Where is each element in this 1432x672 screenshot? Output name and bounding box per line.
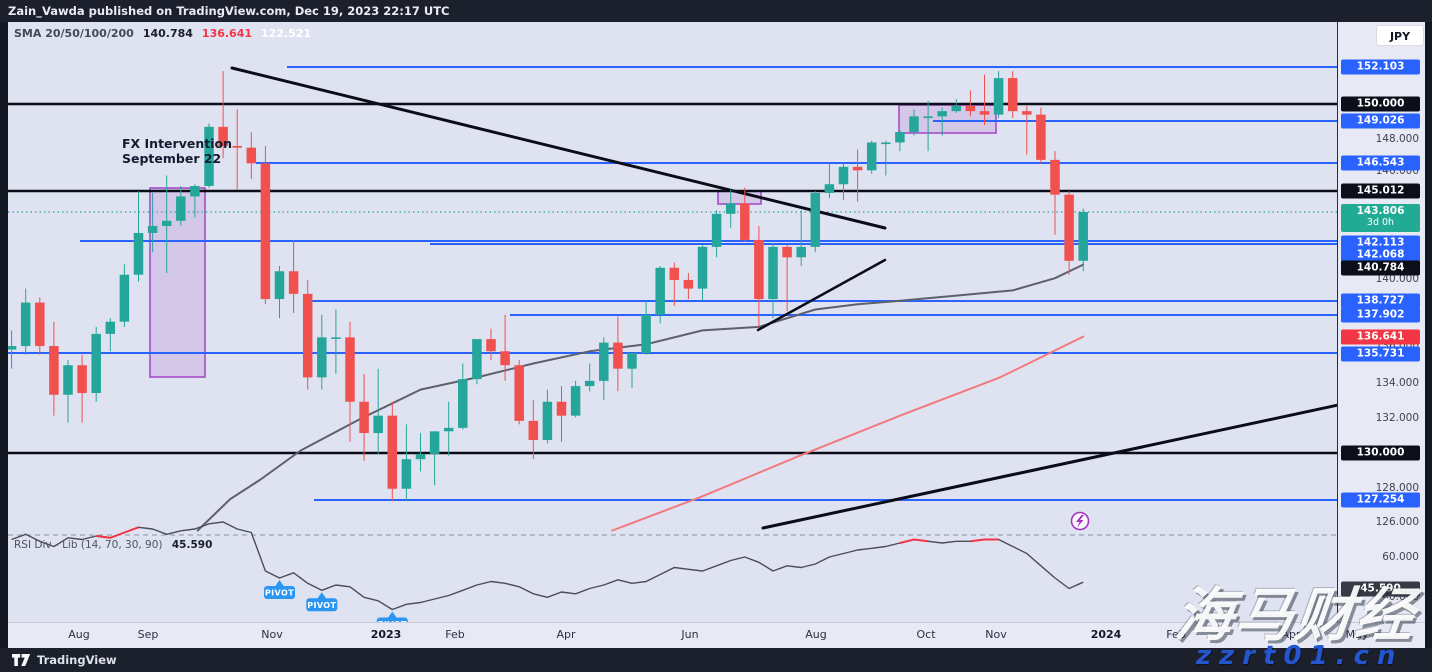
price-axis[interactable]: 148.000146.000140.000136.000134.000132.0… bbox=[1338, 22, 1425, 622]
annotation-line2: September 22 bbox=[122, 151, 222, 166]
price-label-badge: 150.000 bbox=[1341, 96, 1420, 112]
price-label-badge: 145.012 bbox=[1341, 183, 1420, 199]
price-label-badge: 142.068 bbox=[1341, 247, 1420, 263]
rsi-legend-value: 45.590 bbox=[171, 539, 213, 551]
sma-legend-value: 136.641 bbox=[201, 27, 253, 40]
price-tick: 132.000 bbox=[1375, 412, 1419, 424]
time-tick: Nov bbox=[985, 628, 1007, 641]
fx-intervention-annotation[interactable]: FX Intervention September 22 bbox=[122, 136, 232, 166]
publish-text: Zain_Vawda published on TradingView.com,… bbox=[8, 4, 450, 18]
tradingview-logo-text[interactable]: TradingView bbox=[37, 653, 117, 667]
price-label-badge: 140.784 bbox=[1341, 260, 1420, 276]
watermark-url: zzrt01.cn bbox=[1196, 641, 1404, 671]
price-label-badge: 146.543 bbox=[1341, 155, 1420, 171]
time-tick: 2023 bbox=[370, 628, 402, 641]
price-tick: 126.000 bbox=[1375, 516, 1419, 528]
time-tick: Nov bbox=[261, 628, 283, 641]
time-axis[interactable]: Aug Sep Nov 2023 Feb Apr Jun Aug Oct Nov 2024 Feb Ap… bbox=[8, 622, 1425, 648]
time-tick: Aug bbox=[805, 628, 827, 641]
rsi-legend[interactable]: RSI Div - Lib (14, 70, 30, 90) 45.590 bbox=[14, 539, 212, 551]
chart-plot-area[interactable] bbox=[8, 22, 1337, 622]
time-tick: Apr bbox=[556, 628, 576, 641]
price-label-badge: 45.590 bbox=[1341, 581, 1420, 597]
price-tick: 140.000 bbox=[1375, 273, 1419, 285]
countdown-text: 3d 0h bbox=[1366, 217, 1395, 228]
pane-axis-separator bbox=[1337, 22, 1338, 622]
sma-legend-value: 122.521 bbox=[261, 27, 312, 40]
price-label-badge: 149.026 bbox=[1341, 113, 1420, 129]
price-tick: 148.000 bbox=[1375, 133, 1419, 145]
price-tick: 134.000 bbox=[1375, 377, 1419, 389]
time-tick: Jun bbox=[681, 628, 699, 641]
price-label-badge: 136.641 bbox=[1341, 329, 1420, 345]
time-tick: Aug bbox=[68, 628, 90, 641]
time-tick: Feb bbox=[445, 628, 465, 641]
annotation-line1: FX Intervention bbox=[122, 136, 232, 151]
sma-legend-label: SMA 20/50/100/200 bbox=[14, 27, 134, 40]
price-label-badge: 142.113 bbox=[1341, 235, 1420, 251]
time-tick: May bbox=[1345, 628, 1369, 641]
sma-legend[interactable]: SMA 20/50/100/200 140.784 136.641 122.521 bbox=[14, 27, 311, 40]
watermark-cn: 海马财经 bbox=[1171, 581, 1420, 649]
price-tick: 60.000 bbox=[1382, 551, 1419, 563]
time-tick: Sep bbox=[137, 628, 159, 641]
time-tick: Feb bbox=[1166, 628, 1186, 641]
rsi-legend-label: RSI Div - Lib (14, 70, 30, 90) bbox=[14, 539, 163, 551]
time-tick: 2024 bbox=[1090, 628, 1122, 641]
publish-bar: Zain_Vawda published on TradingView.com,… bbox=[0, 0, 1432, 22]
price-label-badge: 138.727 bbox=[1341, 293, 1420, 309]
sma-legend-value: 140.784 bbox=[142, 27, 193, 40]
price-label-badge: 127.254 bbox=[1341, 492, 1420, 508]
price-label-badge: 137.902 bbox=[1341, 307, 1420, 323]
tradingview-logo-icon[interactable] bbox=[12, 654, 31, 666]
symbol-button[interactable]: JPY bbox=[1376, 25, 1424, 46]
price-label-badge: 135.731 bbox=[1341, 346, 1420, 362]
bottom-bar: TradingView bbox=[0, 648, 1432, 672]
price-tick: 128.000 bbox=[1375, 482, 1419, 494]
time-tick: Oct bbox=[916, 628, 936, 641]
time-tick: Apr bbox=[1281, 628, 1301, 641]
price-label-badge: 130.000 bbox=[1341, 445, 1420, 461]
price-label-badge: 143.806 3d 0h bbox=[1341, 204, 1420, 232]
price-label-badge: 152.103 bbox=[1341, 59, 1420, 75]
